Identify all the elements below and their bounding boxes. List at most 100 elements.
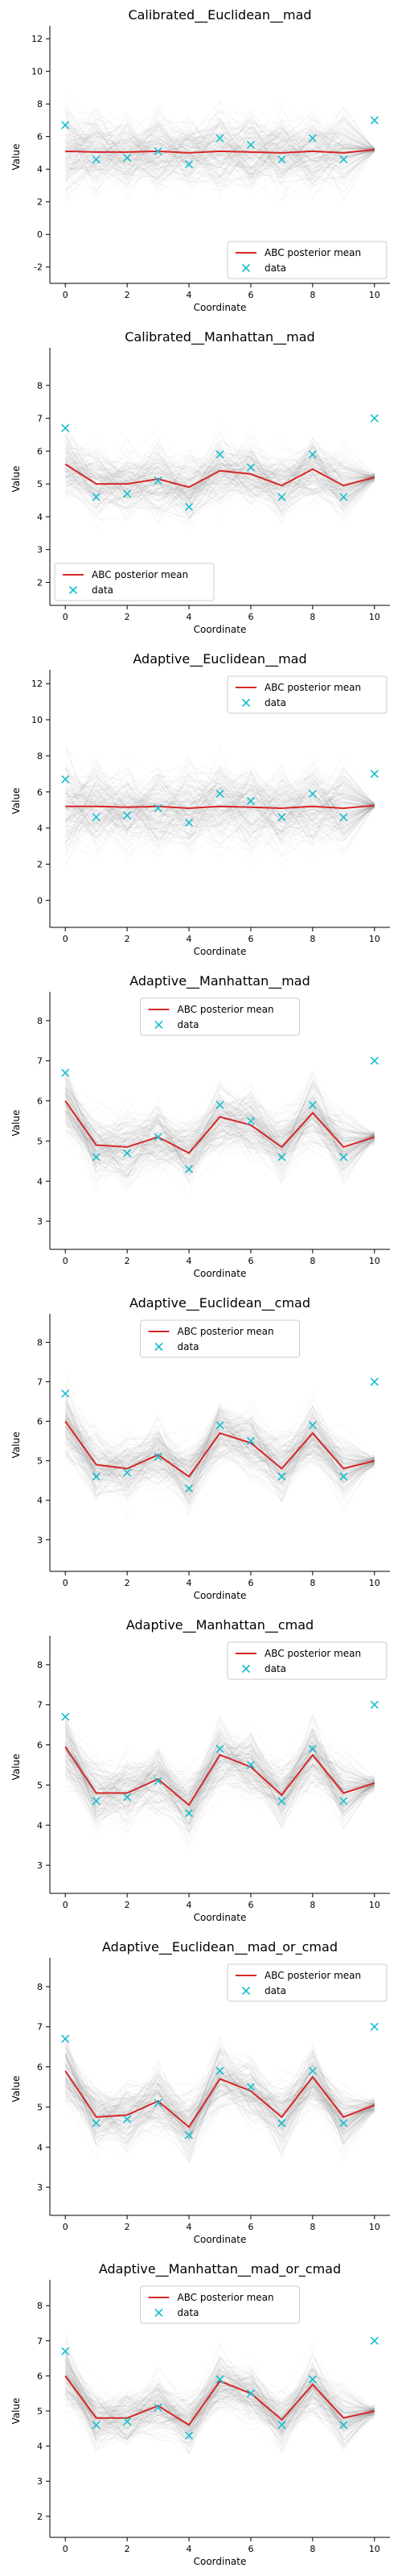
simulation-line xyxy=(64,114,375,184)
simulation-line xyxy=(64,1397,375,1492)
simulation-line xyxy=(64,768,375,857)
simulation-line xyxy=(64,2372,375,2438)
simulation-line xyxy=(65,766,375,828)
simulation-line xyxy=(64,2051,375,2131)
simulation-line xyxy=(64,773,375,851)
simulation-line xyxy=(64,442,375,506)
simulation-line xyxy=(64,1109,375,1165)
simulation-line xyxy=(64,434,375,518)
simulation-line xyxy=(64,2373,375,2433)
simulation-line xyxy=(65,117,375,180)
legend-label-mean: ABC posterior mean xyxy=(178,1326,274,1337)
simulation-line xyxy=(64,442,375,513)
simulation-line xyxy=(64,1744,375,1805)
y-tick-label: 7 xyxy=(37,1056,43,1067)
simulation-line xyxy=(65,776,375,866)
chart-svg: Adaptive__Euclidean__mad 0 2 4 6 8 10 0 2 4 6 8 10 12… xyxy=(10,651,390,957)
simulation-line xyxy=(64,1112,375,1156)
simulation-line xyxy=(64,140,375,193)
simulation-line xyxy=(64,114,375,184)
simulation-line xyxy=(64,1102,375,1170)
simulation-line xyxy=(64,1090,375,1158)
simulation-line xyxy=(65,1105,375,1181)
simulation-line xyxy=(64,777,375,857)
simulation-line xyxy=(64,1402,375,1491)
legend-marker-swatch xyxy=(241,263,251,273)
simulation-line xyxy=(64,110,375,187)
simulation-line xyxy=(64,783,375,848)
simulation-line xyxy=(64,1389,375,1494)
simulation-line xyxy=(64,2380,375,2454)
simulation-line xyxy=(64,1092,375,1164)
simulation-line xyxy=(64,2062,375,2153)
simulation-line xyxy=(65,448,375,502)
simulation-line xyxy=(64,1404,375,1495)
simulation-line xyxy=(64,770,375,844)
simulation-line xyxy=(64,460,375,499)
simulation-line xyxy=(64,449,375,501)
simulation-line xyxy=(64,120,375,196)
simulation-line xyxy=(64,1414,375,1516)
simulation-line xyxy=(64,1736,375,1800)
simulation-line xyxy=(64,2339,375,2449)
simulation-line xyxy=(64,1070,375,1176)
simulation-line xyxy=(64,1417,375,1496)
x-tick-label: 0 xyxy=(63,1900,68,1910)
simulation-line xyxy=(64,130,375,163)
simulation-line xyxy=(65,786,375,843)
simulation-line xyxy=(64,1728,375,1833)
simulation-line xyxy=(64,2342,375,2451)
simulation-line xyxy=(65,118,375,189)
simulation-line xyxy=(65,448,375,497)
simulation-line xyxy=(64,2053,375,2149)
simulation-line xyxy=(64,1732,375,1806)
simulation-line xyxy=(64,2050,375,2152)
x-tick-label: 6 xyxy=(248,1578,253,1588)
simulation-line xyxy=(64,1077,375,1170)
simulation-line xyxy=(64,2054,375,2148)
simulation-line xyxy=(65,2389,375,2428)
simulation-line xyxy=(64,133,375,188)
simulation-line xyxy=(64,2372,375,2419)
simulation-line xyxy=(65,1419,375,1476)
simulation-line xyxy=(64,1413,375,1496)
simulation-line xyxy=(65,455,375,514)
simulation-line xyxy=(64,436,375,511)
simulation-line xyxy=(64,766,375,854)
simulation-line xyxy=(65,455,375,511)
simulation-line xyxy=(65,130,375,194)
simulation-lines xyxy=(64,91,375,204)
simulation-line xyxy=(64,123,375,189)
x-tick-label: 6 xyxy=(248,290,253,300)
data-point xyxy=(61,2034,70,2043)
legend-frame xyxy=(140,1319,300,1358)
simulation-line xyxy=(64,440,375,493)
y-tick-label: 5 xyxy=(37,1136,43,1146)
simulation-line xyxy=(64,1089,375,1182)
simulation-line xyxy=(64,2384,375,2440)
simulation-line xyxy=(64,2045,375,2144)
simulation-line xyxy=(64,1735,375,1826)
simulation-line xyxy=(64,1725,375,1816)
simulation-line xyxy=(65,449,375,493)
simulation-line xyxy=(64,134,375,177)
simulation-line xyxy=(64,1415,375,1475)
simulation-line xyxy=(64,1086,375,1160)
chart-title: Adaptive__Euclidean__mad xyxy=(133,651,306,667)
simulation-line xyxy=(64,1735,375,1822)
simulation-line xyxy=(64,2083,375,2154)
simulation-line xyxy=(65,1100,375,1170)
simulation-line xyxy=(64,2360,375,2426)
simulation-line xyxy=(64,1089,375,1165)
simulation-line xyxy=(65,787,375,858)
simulation-line xyxy=(65,2372,375,2433)
simulation-line xyxy=(64,1086,375,1170)
simulation-line xyxy=(65,126,375,173)
simulation-line xyxy=(64,2052,375,2146)
simulation-line xyxy=(65,122,375,177)
simulation-line xyxy=(65,781,375,834)
simulation-line xyxy=(64,2363,375,2446)
simulation-line xyxy=(64,126,375,197)
simulation-line xyxy=(64,776,375,844)
legend-marker-swatch xyxy=(154,1342,163,1352)
